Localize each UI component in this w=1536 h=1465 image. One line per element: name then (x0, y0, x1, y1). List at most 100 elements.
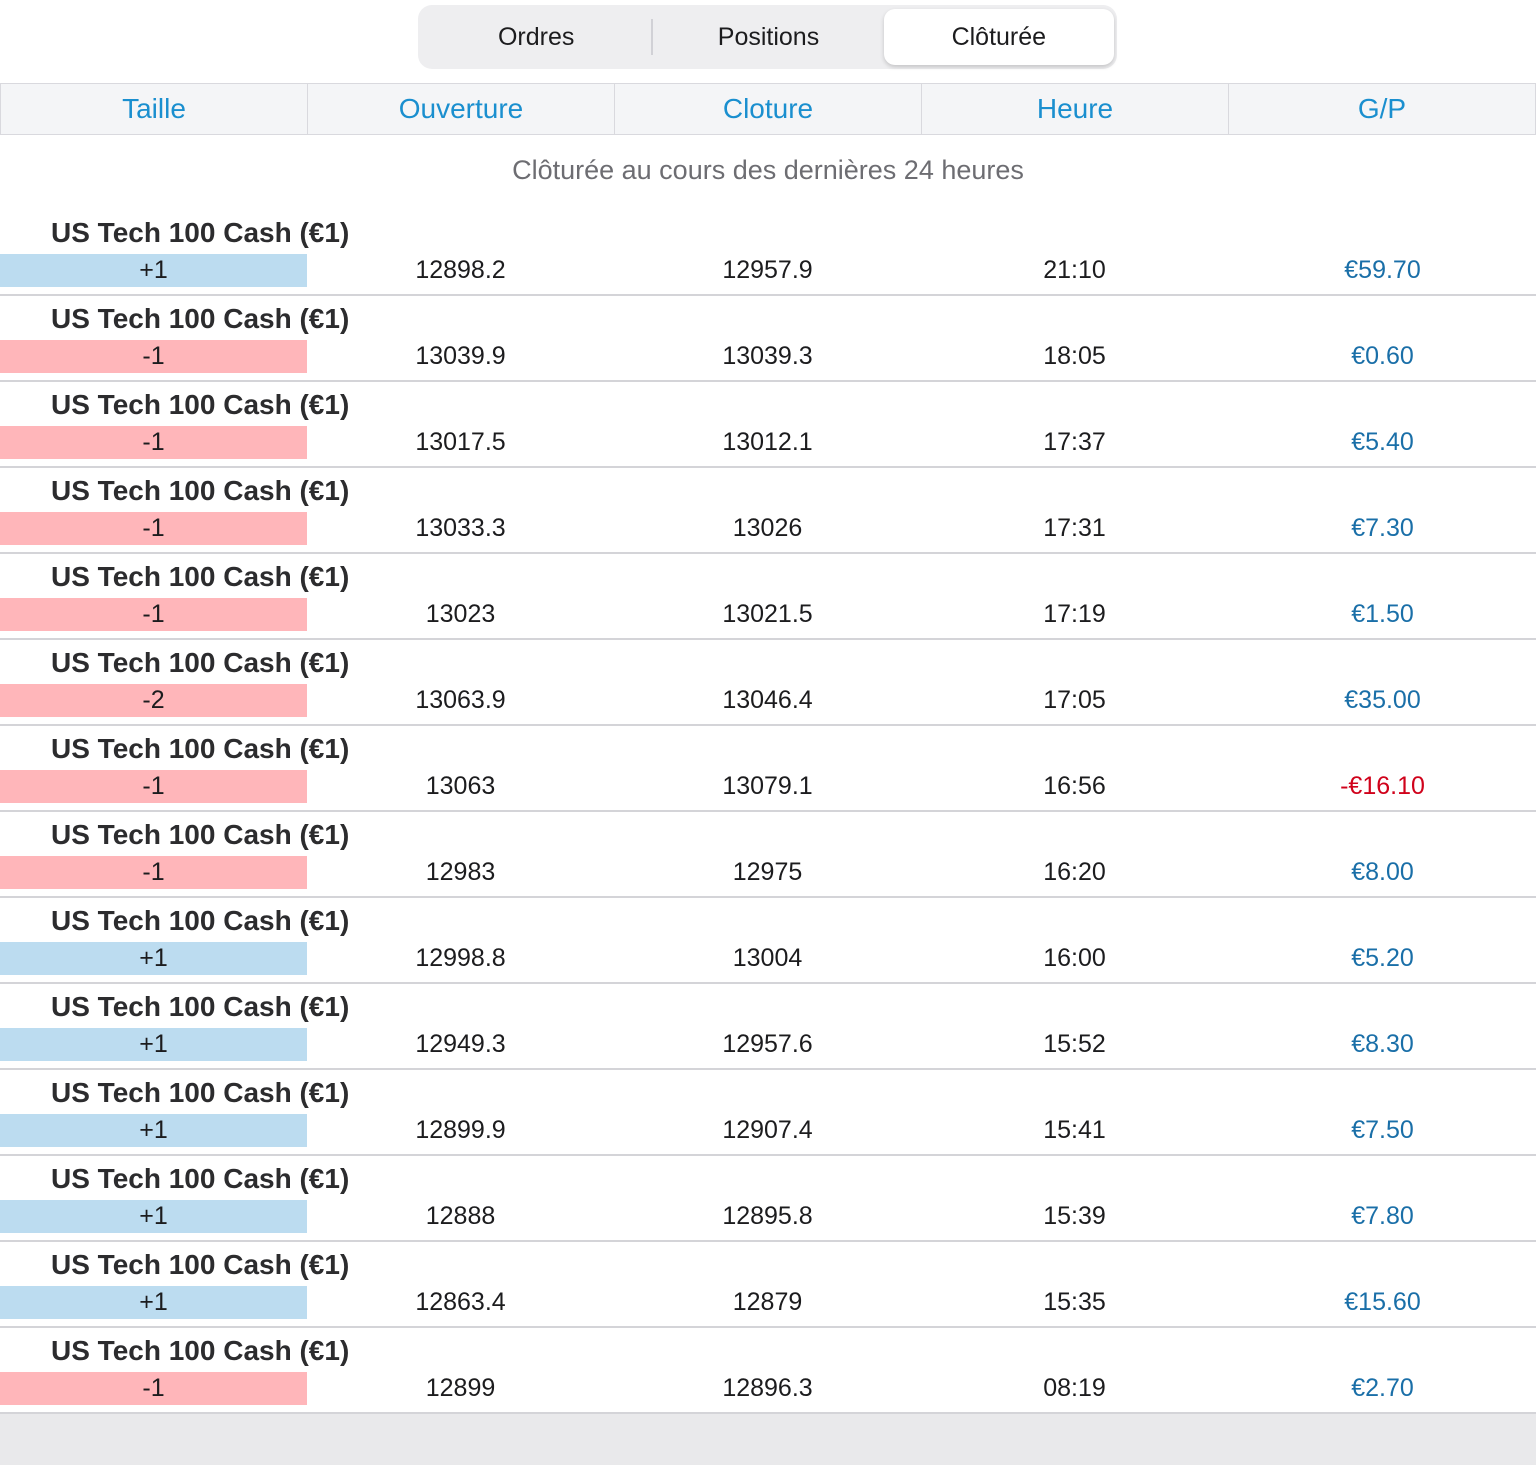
trade-row[interactable]: US Tech 100 Cash (€1) -1 13063 13079.1 16:56… (0, 726, 1536, 812)
close-price: 13012.1 (722, 428, 813, 456)
size-badge: +1 (0, 1286, 307, 1319)
column-header-gp[interactable]: G/P (1228, 84, 1536, 134)
size-badge: -1 (0, 512, 307, 545)
open-price: 12898.2 (415, 256, 506, 284)
close-time: 15:52 (1043, 1030, 1106, 1058)
profit-loss: €8.30 (1351, 1030, 1414, 1058)
profit-loss: €15.60 (1344, 1288, 1421, 1316)
close-time: 15:35 (1043, 1288, 1106, 1316)
close-price: 12975 (732, 858, 803, 886)
tab-cloturee[interactable]: Clôturée (883, 9, 1114, 65)
instrument-name: US Tech 100 Cash (€1) (51, 905, 350, 936)
open-price: 13033.3 (415, 514, 506, 542)
open-price: 13039.9 (415, 342, 506, 370)
close-time: 18:05 (1043, 342, 1106, 370)
trade-row[interactable]: US Tech 100 Cash (€1) +1 12863.4 12879 15:35… (0, 1242, 1536, 1328)
close-price: 12957.6 (722, 1030, 813, 1058)
size-badge: -1 (0, 598, 307, 631)
open-price: 12949.3 (415, 1030, 506, 1058)
open-price: 13063 (425, 772, 496, 800)
instrument-name: US Tech 100 Cash (€1) (51, 1249, 350, 1280)
close-time: 16:00 (1043, 944, 1106, 972)
profit-loss: €8.00 (1351, 858, 1414, 886)
trade-row[interactable]: US Tech 100 Cash (€1) -1 13039.9 13039.3 18:… (0, 296, 1536, 382)
open-price: 12899 (425, 1374, 496, 1402)
close-price: 13021.5 (722, 600, 813, 628)
close-time: 17:31 (1043, 514, 1106, 542)
instrument-name: US Tech 100 Cash (€1) (51, 1163, 350, 1194)
close-price: 13004 (732, 944, 803, 972)
trade-row[interactable]: US Tech 100 Cash (€1) -1 12899 12896.3 08:19… (0, 1328, 1536, 1414)
profit-loss: €2.70 (1351, 1374, 1414, 1402)
open-price: 13023 (425, 600, 496, 628)
close-price: 12896.3 (722, 1374, 813, 1402)
profit-loss: €7.50 (1351, 1116, 1414, 1144)
trade-row[interactable]: US Tech 100 Cash (€1) -1 13033.3 13026 17:31… (0, 468, 1536, 554)
profit-loss: €7.30 (1351, 514, 1414, 542)
trade-row[interactable]: US Tech 100 Cash (€1) +1 12898.2 12957.9 21:… (0, 210, 1536, 296)
size-badge: +1 (0, 1114, 307, 1147)
column-header-bar: Taille Ouverture Cloture Heure G/P (0, 83, 1536, 135)
close-time: 15:41 (1043, 1116, 1106, 1144)
profit-loss: €35.00 (1344, 686, 1421, 714)
view-segmented-control: Ordres Positions Clôturée (418, 5, 1117, 69)
trade-row[interactable]: US Tech 100 Cash (€1) +1 12888 12895.8 15:39… (0, 1156, 1536, 1242)
column-header-cloture[interactable]: Cloture (614, 84, 921, 134)
size-badge: -1 (0, 770, 307, 803)
size-badge: +1 (0, 1200, 307, 1233)
trade-row[interactable]: US Tech 100 Cash (€1) -1 13023 13021.5 17:19… (0, 554, 1536, 640)
profit-loss: €59.70 (1344, 256, 1421, 284)
tab-positions[interactable]: Positions (717, 22, 820, 51)
close-price: 13039.3 (722, 342, 813, 370)
closed-trades-list: US Tech 100 Cash (€1) +1 12898.2 12957.9 21:… (0, 210, 1536, 1414)
open-price: 12888 (425, 1202, 496, 1230)
open-price: 12863.4 (415, 1288, 506, 1316)
instrument-name: US Tech 100 Cash (€1) (51, 561, 350, 592)
instrument-name: US Tech 100 Cash (€1) (51, 819, 350, 850)
instrument-name: US Tech 100 Cash (€1) (51, 647, 350, 678)
instrument-name: US Tech 100 Cash (€1) (51, 217, 350, 248)
close-price: 13079.1 (722, 772, 813, 800)
open-price: 12899.9 (415, 1116, 506, 1144)
size-badge: +1 (0, 942, 307, 975)
close-price: 12907.4 (722, 1116, 813, 1144)
close-time: 21:10 (1043, 256, 1106, 284)
size-badge: -1 (0, 340, 307, 373)
open-price: 12983 (425, 858, 496, 886)
tab-ordres[interactable]: Ordres (497, 22, 575, 51)
trade-row[interactable]: US Tech 100 Cash (€1) +1 12998.8 13004 16:00… (0, 898, 1536, 984)
segment-divider (651, 19, 654, 55)
trade-row[interactable]: US Tech 100 Cash (€1) +1 12899.9 12907.4 15:… (0, 1070, 1536, 1156)
instrument-name: US Tech 100 Cash (€1) (51, 389, 350, 420)
instrument-name: US Tech 100 Cash (€1) (51, 733, 350, 764)
column-header-heure[interactable]: Heure (921, 84, 1228, 134)
size-badge: -1 (0, 856, 307, 889)
profit-loss: €7.80 (1351, 1202, 1414, 1230)
trade-row[interactable]: US Tech 100 Cash (€1) +1 12949.3 12957.6 15:… (0, 984, 1536, 1070)
instrument-name: US Tech 100 Cash (€1) (51, 303, 350, 334)
size-badge: +1 (0, 254, 307, 287)
instrument-name: US Tech 100 Cash (€1) (51, 475, 350, 506)
profit-loss: €1.50 (1351, 600, 1414, 628)
close-price: 12879 (732, 1288, 803, 1316)
close-time: 17:19 (1043, 600, 1106, 628)
trade-row[interactable]: US Tech 100 Cash (€1) -1 12983 12975 16:20 €8… (0, 812, 1536, 898)
close-price: 12957.9 (722, 256, 813, 284)
size-badge: -2 (0, 684, 307, 717)
close-time: 08:19 (1043, 1374, 1106, 1402)
trade-row[interactable]: US Tech 100 Cash (€1) -1 13017.5 13012.1 17:… (0, 382, 1536, 468)
close-price: 13046.4 (722, 686, 813, 714)
section-subtitle: Clôturée au cours des dernières 24 heure… (512, 155, 1024, 185)
column-header-ouverture[interactable]: Ouverture (307, 84, 614, 134)
size-badge: +1 (0, 1028, 307, 1061)
instrument-name: US Tech 100 Cash (€1) (51, 1335, 350, 1366)
column-header-taille[interactable]: Taille (0, 84, 307, 134)
close-price: 12895.8 (722, 1202, 813, 1230)
size-badge: -1 (0, 426, 307, 459)
open-price: 12998.8 (415, 944, 506, 972)
closed-positions-panel: Ordres Positions Clôturée Taille Ouvertu… (0, 0, 1536, 1414)
trade-row[interactable]: US Tech 100 Cash (€1) -2 13063.9 13046.4 17:… (0, 640, 1536, 726)
close-time: 17:05 (1043, 686, 1106, 714)
open-price: 13063.9 (415, 686, 506, 714)
profit-loss: €5.40 (1351, 428, 1414, 456)
